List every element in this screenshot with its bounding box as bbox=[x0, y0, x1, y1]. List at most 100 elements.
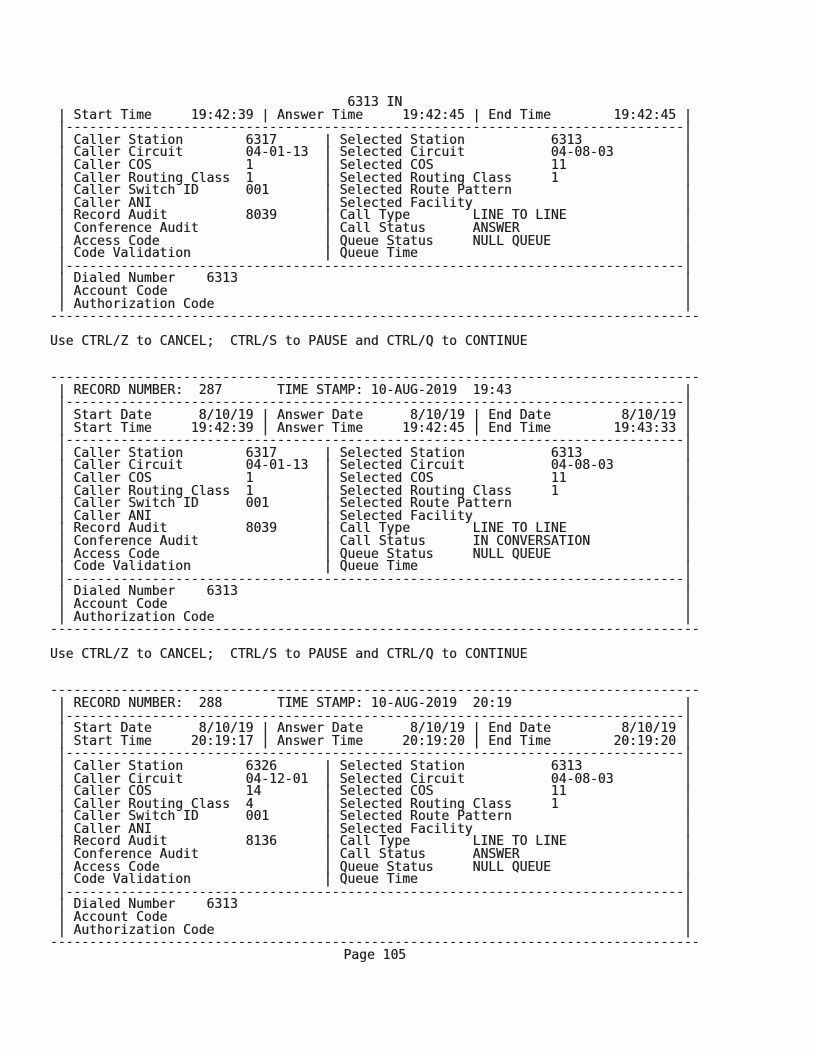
bottom-row: | Dialed Number 6313 | bbox=[50, 273, 730, 286]
pipe-glyph: | bbox=[323, 145, 332, 161]
inner-divider: |---------------------------------------… bbox=[50, 395, 692, 411]
caller-field-label: Record Audit bbox=[73, 834, 168, 850]
pipe-glyph: | bbox=[683, 784, 692, 800]
selected-field-label: Queue Time bbox=[339, 246, 418, 262]
selected-field-value: 04-08-03 bbox=[550, 145, 614, 161]
pipe-glyph: | bbox=[57, 596, 66, 612]
field-row: | Caller ANI | | bbox=[50, 195, 730, 211]
selected-field-value: 1 bbox=[550, 483, 559, 499]
selected-field-value: 04-08-03 bbox=[550, 458, 614, 474]
record-number-value: 288 bbox=[198, 695, 223, 711]
caller-field-value: 6326 bbox=[245, 758, 277, 774]
caller-field-label: Caller Station bbox=[73, 445, 184, 461]
pipe-glyph: | bbox=[472, 733, 481, 749]
pipe-glyph: | bbox=[57, 546, 66, 562]
outer-divider: ----------------------------------------… bbox=[50, 622, 700, 638]
field-row: Selected COS 11 bbox=[50, 472, 730, 486]
field-row: Selected Station 6313 bbox=[50, 760, 730, 774]
caller-field-label: Caller COS bbox=[73, 471, 152, 487]
field-row: | Caller ANI | | bbox=[50, 508, 730, 524]
pipe-glyph: | bbox=[57, 859, 66, 875]
caller-field-value: 6317 bbox=[245, 132, 277, 148]
bottom-field-label: Account Code bbox=[73, 910, 168, 926]
call-record-report-page: 6313 IN | Start Time 19:42:39 | Answer T… bbox=[50, 96, 730, 962]
time-value: 20:19:20 bbox=[613, 733, 677, 749]
pipe-glyph: | bbox=[683, 584, 692, 600]
pipe-glyph: | bbox=[57, 609, 66, 625]
field-row: Queue Status NULL QUEUE bbox=[50, 861, 730, 875]
selected-field-label: Call Type bbox=[339, 521, 411, 537]
pipe-glyph: | bbox=[57, 872, 66, 888]
bottom-row: | Authorization Code | bbox=[50, 924, 730, 938]
pipe-glyph: | bbox=[57, 721, 66, 737]
field-row: | Caller Switch ID 001 | | bbox=[50, 184, 730, 198]
field-row: | Access Code | | bbox=[50, 235, 730, 249]
pipe-glyph: | bbox=[683, 859, 692, 875]
date-value: 8/10/19 bbox=[621, 408, 677, 424]
selected-field-value: LINE TO LINE bbox=[472, 834, 567, 850]
field-row: Selected Circuit 04-08-03 bbox=[50, 773, 730, 787]
bottom-row: | Account Code | bbox=[50, 283, 730, 299]
pipe-glyph: | bbox=[57, 796, 66, 812]
pipe-glyph: | bbox=[57, 246, 66, 262]
pipe-glyph: | bbox=[57, 496, 66, 512]
selected-field-label: Queue Status bbox=[339, 546, 434, 562]
pipe-glyph: | bbox=[472, 721, 481, 737]
bottom-field-value: 6313 bbox=[206, 584, 238, 600]
inner-divider: |---------------------------------------… bbox=[50, 571, 692, 587]
field-row: Selected Routing Class 1 bbox=[50, 798, 730, 812]
caller-field-value: 8039 bbox=[245, 521, 277, 537]
pipe-glyph: | bbox=[57, 458, 66, 474]
caller-field-label: Caller Station bbox=[73, 132, 184, 148]
pipe-glyph: | bbox=[683, 107, 692, 123]
selected-field-value: 6313 bbox=[550, 445, 583, 461]
caller-field-value: 8039 bbox=[245, 208, 277, 224]
pipe-glyph: | bbox=[683, 758, 692, 774]
pipe-glyph: | bbox=[57, 508, 66, 524]
pipe-glyph: | bbox=[683, 796, 692, 812]
bottom-row: | Authorization Code | bbox=[50, 609, 730, 625]
pipe-glyph: | bbox=[683, 809, 692, 825]
live-record-6313-in: 6313 IN | Start Time 19:42:39 | Answer T… bbox=[50, 96, 730, 324]
time-value: 19:43:33 bbox=[613, 420, 677, 436]
pipe-glyph: | bbox=[323, 834, 332, 850]
time-label: Start Time bbox=[73, 733, 152, 749]
time-stamp-value: 10-AUG-2019 20:19 bbox=[370, 695, 512, 711]
field-row: | Caller Routing Class 1 | | bbox=[50, 170, 730, 186]
pipe-glyph: | bbox=[683, 834, 692, 850]
caller-field-label: Caller ANI bbox=[73, 195, 152, 211]
selected-field-value: NULL QUEUE bbox=[472, 546, 551, 562]
pipe-glyph: | bbox=[323, 483, 332, 499]
caller-field-label: Caller ANI bbox=[73, 821, 152, 837]
pipe-glyph: | bbox=[683, 157, 692, 173]
pipe-glyph: | bbox=[683, 271, 692, 287]
pipe-glyph: | bbox=[57, 271, 66, 287]
record-number-value: 287 bbox=[198, 382, 223, 398]
pipe-glyph: | bbox=[57, 296, 66, 312]
pipe-glyph: | bbox=[683, 208, 692, 224]
caller-field-label: Conference Audit bbox=[73, 534, 199, 549]
caller-field-value: 14 bbox=[245, 784, 262, 800]
selected-field-label: Call Status bbox=[339, 220, 426, 236]
time-row: | Start Time 19:42:39 | Answer Time 19:4… bbox=[50, 107, 730, 123]
selected-field-label: Selected Route Pattern bbox=[339, 183, 512, 199]
time-value: 19:42:45 bbox=[613, 107, 677, 123]
selected-column: Selected Station 6313 Selected Circuit 0… bbox=[50, 134, 730, 262]
pipe-glyph: | bbox=[261, 733, 270, 749]
selected-field-value: 11 bbox=[550, 784, 567, 800]
date-label: Answer Date bbox=[276, 408, 364, 424]
selected-field-value: LINE TO LINE bbox=[472, 521, 567, 537]
dialed-section: | Dialed Number 6313 | | Account Code | … bbox=[50, 899, 730, 937]
date-value: 8/10/19 bbox=[621, 721, 677, 737]
time-value: 19:42:45 bbox=[402, 107, 465, 123]
pipe-glyph: | bbox=[57, 445, 66, 461]
pipe-glyph: | bbox=[683, 283, 692, 299]
field-row: Call Status ANSWER bbox=[50, 848, 730, 862]
field-row: | Caller Switch ID 001 | | bbox=[50, 496, 730, 512]
bottom-field-label: Account Code bbox=[73, 283, 168, 299]
pipe-glyph: | bbox=[57, 809, 66, 825]
pipe-glyph: | bbox=[57, 483, 66, 499]
pipe-glyph: | bbox=[683, 195, 692, 211]
pipe-glyph: | bbox=[683, 695, 692, 711]
caller-field-value: 1 bbox=[245, 170, 254, 186]
